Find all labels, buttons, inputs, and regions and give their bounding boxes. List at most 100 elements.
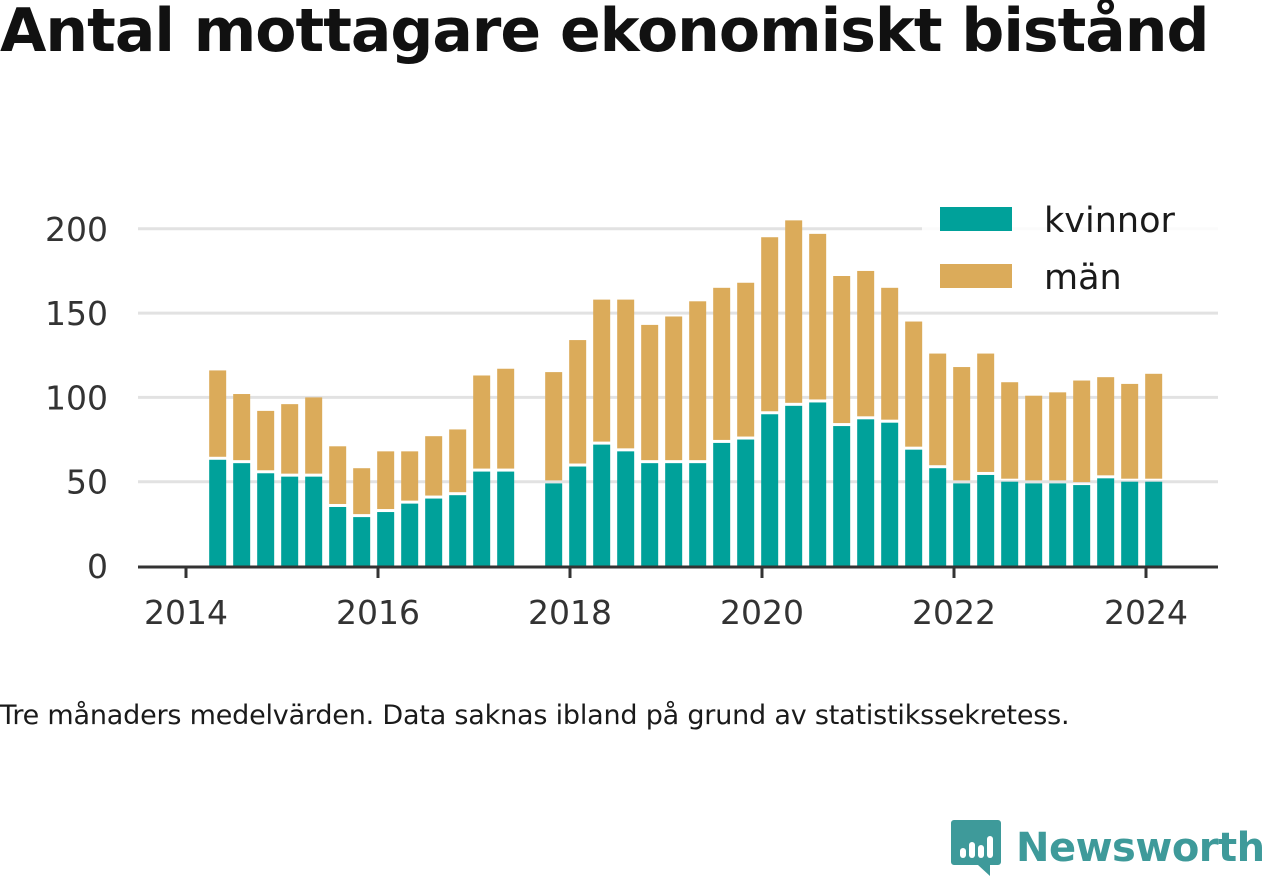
bar-segment-kvinnor (761, 414, 779, 566)
bar-segment-kvinnor (809, 402, 827, 566)
bar-segment-man (305, 397, 323, 474)
bar-segment-kvinnor (665, 463, 683, 566)
y-axis-tick-labels: 0 50 100 150 200 (45, 210, 108, 586)
bar-segment-man (977, 353, 995, 472)
bar-segment-kvinnor (1121, 481, 1139, 566)
bar-segment-man (689, 301, 707, 461)
bar-segment-kvinnor (329, 506, 347, 566)
bar-segment-man (785, 220, 803, 403)
bar-segment-kvinnor (233, 463, 251, 566)
bar-segment-kvinnor (977, 474, 995, 566)
bar-segment-kvinnor (281, 476, 299, 566)
bar-segment-man (1049, 392, 1067, 481)
bar-segment-man (353, 468, 371, 515)
bar-segment-man (449, 429, 467, 493)
bar-segment-man (1001, 382, 1019, 479)
bar-segment-kvinnor (1025, 483, 1043, 566)
bar-segment-kvinnor (353, 517, 371, 566)
legend: kvinnor män (922, 192, 1218, 310)
legend-swatch (940, 264, 1012, 288)
newsworthy-logo: Newsworthy (950, 818, 1262, 878)
bar-segment-man (857, 270, 875, 417)
bar-segment-man (425, 436, 443, 496)
chart-title: Antal mottagare ekonomiskt bistånd (0, 0, 1209, 66)
legend-label: kvinnor (1044, 201, 1175, 241)
chart-caption: Tre månaders medelvärden. Data saknas ib… (0, 700, 1070, 731)
bar-segment-man (281, 404, 299, 474)
y-tick-label: 150 (45, 294, 108, 333)
bar-segment-kvinnor (1145, 481, 1163, 566)
bar-segment-man (257, 410, 275, 471)
x-tick-label: 2018 (528, 593, 612, 632)
bar-segment-man (833, 276, 851, 424)
bar-chart-speech-bubble-icon (951, 820, 1001, 876)
bar-segment-man (545, 372, 563, 481)
bar-segment-kvinnor (1073, 485, 1091, 566)
bar-segment-man (593, 299, 611, 442)
bar-segment-kvinnor (689, 463, 707, 566)
bar-segment-kvinnor (401, 503, 419, 566)
brand-name: Newsworthy (1016, 825, 1262, 871)
bar-segment-man (497, 368, 515, 469)
bar-segment-kvinnor (857, 419, 875, 566)
bar-segment-man (737, 282, 755, 437)
bar-segment-kvinnor (545, 483, 563, 566)
bar-segment-man (401, 451, 419, 501)
bar-segment-man (209, 370, 227, 457)
bar-segment-kvinnor (881, 422, 899, 566)
bar-segment-kvinnor (617, 451, 635, 566)
y-tick-label: 200 (45, 210, 108, 249)
bar-segment-kvinnor (929, 468, 947, 566)
bar-segment-man (905, 321, 923, 447)
bar-segment-man (233, 394, 251, 461)
bar-segment-man (617, 299, 635, 449)
bar-segment-man (809, 233, 827, 400)
bar-segment-kvinnor (593, 444, 611, 566)
x-tick-label: 2022 (912, 593, 996, 632)
x-tick-label: 2016 (336, 593, 420, 632)
bar-segment-man (641, 324, 659, 461)
bar-segment-man (929, 353, 947, 466)
bar-segment-kvinnor (257, 473, 275, 566)
legend-swatch (940, 207, 1012, 231)
legend-label: män (1044, 258, 1122, 298)
bar-segment-man (665, 316, 683, 461)
stacked-bar-chart: 0 50 100 150 200 2014 2016 2018 2020 2022 2024 kv… (45, 192, 1218, 632)
bar-segment-man (713, 287, 731, 440)
bar-segment-kvinnor (737, 439, 755, 566)
bar-segment-man (329, 446, 347, 504)
bar-segment-man (1097, 377, 1115, 476)
bar-segment-man (1073, 380, 1091, 483)
bar-segment-man (1121, 383, 1139, 479)
bar-segment-kvinnor (905, 449, 923, 566)
bar-segment-man (881, 287, 899, 420)
bar-segment-man (1025, 395, 1043, 481)
bar-segment-kvinnor (497, 471, 515, 566)
bar-segment-kvinnor (953, 483, 971, 566)
bar-segment-kvinnor (473, 471, 491, 566)
y-tick-label: 50 (66, 463, 108, 502)
bar-segment-man (377, 451, 395, 510)
bar-segment-man (473, 375, 491, 469)
bar-segment-kvinnor (209, 459, 227, 566)
bar-segment-kvinnor (449, 495, 467, 566)
bar-segment-kvinnor (377, 512, 395, 566)
bar-segment-man (761, 237, 779, 412)
bar-segment-kvinnor (641, 463, 659, 566)
bar-segment-kvinnor (1001, 481, 1019, 566)
x-axis-ticks: 2014 2016 2018 2020 2022 2024 (144, 567, 1188, 632)
bars (209, 220, 1163, 566)
bar-segment-man (1145, 373, 1163, 479)
bar-segment-man (953, 367, 971, 481)
bar-segment-kvinnor (833, 426, 851, 566)
bar-segment-kvinnor (1097, 478, 1115, 566)
bar-segment-man (569, 340, 587, 464)
bar-segment-kvinnor (1049, 483, 1067, 566)
y-tick-label: 100 (45, 378, 108, 417)
bar-segment-kvinnor (305, 476, 323, 566)
bar-segment-kvinnor (785, 405, 803, 566)
bar-segment-kvinnor (569, 466, 587, 566)
x-tick-label: 2020 (720, 593, 804, 632)
x-tick-label: 2014 (144, 593, 228, 632)
x-tick-label: 2024 (1104, 593, 1188, 632)
